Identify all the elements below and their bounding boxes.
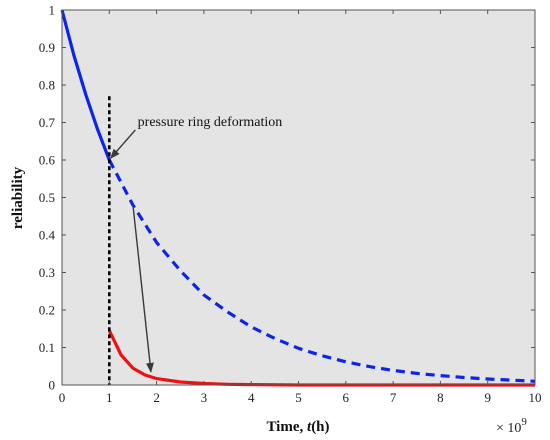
- y-tick-label: 0.3: [39, 265, 55, 280]
- plot-area: [62, 10, 535, 385]
- x-axis-multiplier: × 109: [496, 416, 527, 436]
- y-tick-label: 0.6: [39, 153, 56, 168]
- transition-arrow: [132, 204, 154, 373]
- y-axis-ticks: 0 0.1 0.2 0.3 0.4 0.5 0.6 0.7 0.8 0.9 1: [39, 3, 535, 393]
- y-tick-label: 0.4: [39, 228, 56, 243]
- y-tick-label: 0.5: [39, 190, 55, 205]
- x-tick-label: 1: [106, 390, 113, 405]
- annotation-arrow: [110, 129, 136, 159]
- y-tick-label: 0: [49, 378, 56, 393]
- y-tick-label: 0.9: [39, 40, 55, 55]
- series-line-1: [107, 159, 536, 383]
- x-tick-label: 3: [201, 390, 208, 405]
- x-tick-label: 5: [295, 390, 302, 405]
- x-axis-ticks: 0 1 2 3 4 5 6 7 8 9 10: [59, 10, 542, 405]
- x-tick-label: 9: [484, 390, 491, 405]
- x-tick-label: 0: [59, 390, 66, 405]
- y-tick-label: 0.8: [39, 78, 55, 93]
- x-tick-label: 8: [437, 390, 444, 405]
- x-tick-label: 6: [343, 390, 350, 405]
- y-axis-label: reliability: [10, 166, 26, 229]
- x-tick-label: 4: [248, 390, 255, 405]
- annotation-layer: [108, 96, 154, 385]
- y-tick-label: 0.2: [39, 303, 55, 318]
- x-axis-label: Time, t(h): [266, 419, 329, 435]
- x-tick-label: 2: [153, 390, 160, 405]
- x-tick-label: 7: [390, 390, 397, 405]
- series-line-0: [60, 9, 111, 161]
- x-tick-label: 10: [529, 390, 542, 405]
- y-tick-label: 0.7: [39, 115, 56, 130]
- annotation-label: pressure ring deformation: [138, 115, 283, 130]
- y-tick-label: 1: [49, 3, 56, 18]
- y-tick-label: 0.1: [39, 340, 55, 355]
